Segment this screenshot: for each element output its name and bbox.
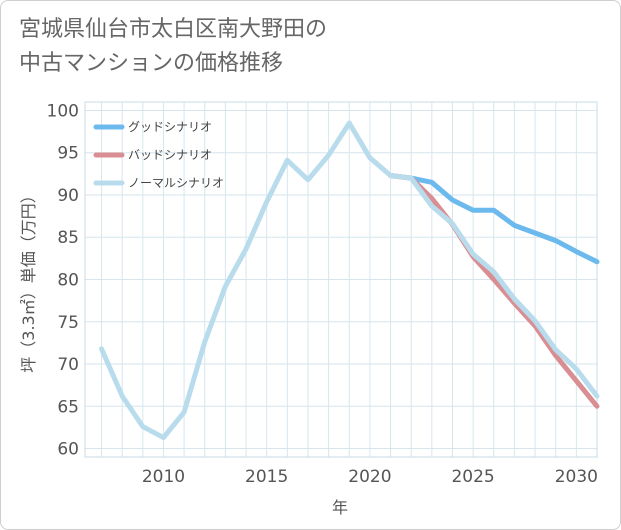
x-axis-ticks: 2010 2015 2020 2025 2030 bbox=[142, 467, 598, 487]
chart-title-line-1: 宮城県仙台市太白区南大野田の bbox=[19, 17, 328, 42]
y-axis-label: 坪（3.3㎡）単価（万円） bbox=[19, 187, 38, 372]
series-line-1 bbox=[388, 173, 600, 409]
y-axis-ticks: 60 65 70 75 80 85 90 95 100 bbox=[47, 101, 79, 459]
y-tick-label: 75 bbox=[57, 313, 79, 333]
chart-title-line-2: 中古マンションの価格推移 bbox=[19, 51, 284, 76]
x-axis-label: 年 bbox=[332, 498, 348, 517]
y-tick-label: 85 bbox=[57, 228, 79, 248]
y-tick-label: 80 bbox=[57, 271, 79, 291]
y-tick-label: 90 bbox=[57, 186, 79, 206]
x-tick-label: 2015 bbox=[245, 467, 288, 487]
series-line-2 bbox=[99, 120, 600, 441]
x-tick-label: 2020 bbox=[348, 467, 391, 487]
series-lines bbox=[99, 120, 600, 441]
y-tick-label: 60 bbox=[57, 440, 79, 460]
y-tick-label: 100 bbox=[47, 101, 79, 121]
x-tick-label: 2010 bbox=[142, 467, 185, 487]
plot-border bbox=[84, 101, 598, 458]
y-tick-label: 65 bbox=[57, 397, 79, 417]
legend-label: グッドシナリオ bbox=[128, 120, 212, 134]
y-tick-label: 70 bbox=[57, 355, 79, 375]
y-tick-label: 95 bbox=[57, 144, 79, 164]
legend-label: ノーマルシナリオ bbox=[128, 176, 224, 190]
x-tick-label: 2030 bbox=[555, 467, 598, 487]
series-line-0 bbox=[388, 173, 600, 265]
chart-title: 宮城県仙台市太白区南大野田の 中古マンションの価格推移 bbox=[19, 13, 579, 81]
legend-label: バッドシナリオ bbox=[128, 148, 212, 162]
x-tick-label: 2025 bbox=[451, 467, 494, 487]
